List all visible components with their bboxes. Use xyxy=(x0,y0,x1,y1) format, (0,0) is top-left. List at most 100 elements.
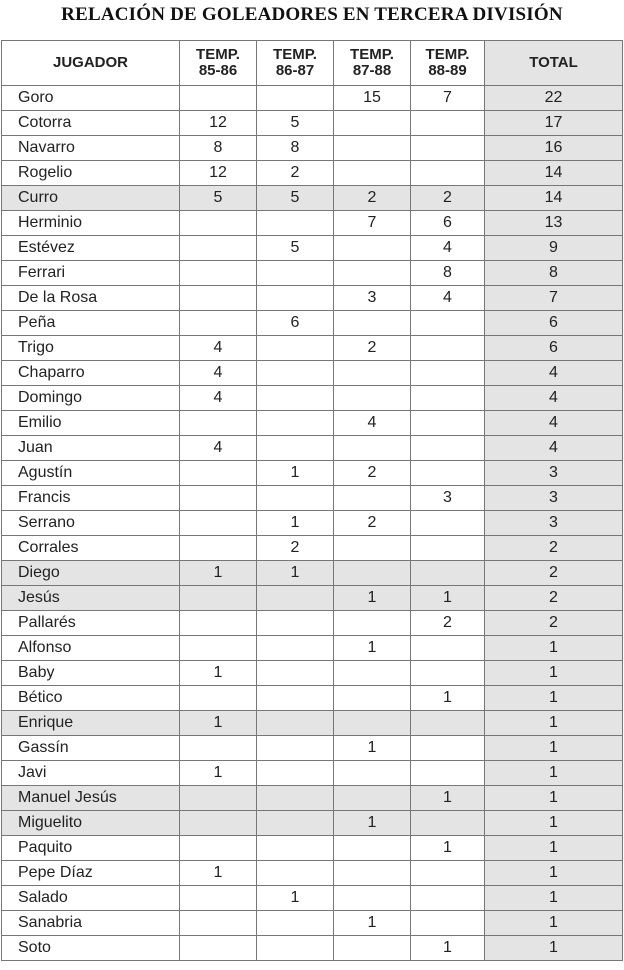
player-name: Bético xyxy=(1,685,180,711)
season-87-88-goals: 2 xyxy=(333,335,411,361)
player-name: Trigo xyxy=(1,335,180,361)
season-88-89-goals xyxy=(410,110,485,136)
total-goals: 1 xyxy=(484,710,623,736)
season-88-89-goals: 1 xyxy=(410,785,485,811)
season-86-87-goals xyxy=(256,910,334,936)
total-goals: 1 xyxy=(484,885,623,911)
season-87-88-goals xyxy=(333,135,411,161)
season-85-86-goals xyxy=(179,485,257,511)
season-88-89-goals xyxy=(410,335,485,361)
season-88-89-goals xyxy=(410,910,485,936)
season-86-87-goals: 6 xyxy=(256,310,334,336)
table-row: Bético 1 1 xyxy=(1,685,623,711)
season-86-87-goals xyxy=(256,810,334,836)
season-88-89-goals: 2 xyxy=(410,185,485,211)
season-87-88-goals xyxy=(333,685,411,711)
total-goals: 4 xyxy=(484,435,623,461)
season-85-86-goals: 1 xyxy=(179,710,257,736)
season-86-87-goals xyxy=(256,335,334,361)
table-row: Estévez 5 4 9 xyxy=(1,235,623,261)
total-goals: 1 xyxy=(484,835,623,861)
player-name: Rogelio xyxy=(1,160,180,186)
table-row: Agustín 1 2 3 xyxy=(1,460,623,486)
season-86-87-goals xyxy=(256,735,334,761)
season-86-87-goals: 1 xyxy=(256,560,334,586)
season-87-88-goals xyxy=(333,360,411,386)
season-88-89-goals xyxy=(410,860,485,886)
season-85-86-goals: 5 xyxy=(179,185,257,211)
season-86-87-goals xyxy=(256,835,334,861)
season-88-89-goals xyxy=(410,510,485,536)
season-85-86-goals xyxy=(179,210,257,236)
season-87-88-goals xyxy=(333,710,411,736)
season-87-88-goals: 1 xyxy=(333,910,411,936)
player-name: Gassín xyxy=(1,735,180,761)
season-86-87-goals: 1 xyxy=(256,885,334,911)
player-name: Pallarés xyxy=(1,610,180,636)
total-goals: 14 xyxy=(484,185,623,211)
total-goals: 4 xyxy=(484,360,623,386)
season-86-87-goals xyxy=(256,610,334,636)
player-name: Agustín xyxy=(1,460,180,486)
season-88-89-goals xyxy=(410,135,485,161)
season-88-89-goals: 8 xyxy=(410,260,485,286)
season-85-86-goals: 8 xyxy=(179,135,257,161)
season-86-87-goals xyxy=(256,785,334,811)
season-87-88-goals xyxy=(333,835,411,861)
season-85-86-goals xyxy=(179,235,257,261)
season-87-88-goals: 4 xyxy=(333,410,411,436)
season-88-89-goals: 4 xyxy=(410,285,485,311)
player-name: Herminio xyxy=(1,210,180,236)
season-86-87-goals: 5 xyxy=(256,235,334,261)
player-name: Jesús xyxy=(1,585,180,611)
total-goals: 2 xyxy=(484,585,623,611)
table-row: Peña 6 6 xyxy=(1,310,623,336)
season-88-89-goals xyxy=(410,535,485,561)
total-goals: 3 xyxy=(484,485,623,511)
season-86-87-goals xyxy=(256,860,334,886)
player-name: Emilio xyxy=(1,410,180,436)
season-87-88-goals: 1 xyxy=(333,585,411,611)
player-name: Goro xyxy=(1,85,180,111)
table-row: Serrano 1 2 3 xyxy=(1,510,623,536)
season-85-86-goals: 1 xyxy=(179,560,257,586)
season-85-86-goals: 4 xyxy=(179,335,257,361)
season-87-88-goals xyxy=(333,385,411,411)
season-85-86-goals: 12 xyxy=(179,110,257,136)
player-name: Pepe Díaz xyxy=(1,860,180,886)
season-87-88-goals xyxy=(333,610,411,636)
season-85-86-goals: 4 xyxy=(179,385,257,411)
season-87-88-goals xyxy=(333,110,411,136)
season-85-86-goals xyxy=(179,735,257,761)
season-87-88-goals: 2 xyxy=(333,185,411,211)
player-name: Ferrari xyxy=(1,260,180,286)
total-goals: 1 xyxy=(484,660,623,686)
total-goals: 1 xyxy=(484,860,623,886)
season-87-88-goals xyxy=(333,760,411,786)
table-row: Enrique 1 1 xyxy=(1,710,623,736)
season-87-88-goals: 3 xyxy=(333,285,411,311)
player-name: Francis xyxy=(1,485,180,511)
total-goals: 2 xyxy=(484,535,623,561)
season-85-86-goals: 1 xyxy=(179,860,257,886)
season-86-87-goals xyxy=(256,760,334,786)
season-87-88-goals: 2 xyxy=(333,510,411,536)
season-86-87-goals: 5 xyxy=(256,110,334,136)
total-goals: 1 xyxy=(484,810,623,836)
season-87-88-goals xyxy=(333,235,411,261)
player-name: Baby xyxy=(1,660,180,686)
season-86-87-goals xyxy=(256,385,334,411)
total-goals: 1 xyxy=(484,635,623,661)
header-total: TOTAL xyxy=(484,40,623,86)
season-87-88-goals xyxy=(333,860,411,886)
season-85-86-goals xyxy=(179,835,257,861)
table-row: Domingo 4 4 xyxy=(1,385,623,411)
season-87-88-goals xyxy=(333,560,411,586)
total-goals: 1 xyxy=(484,760,623,786)
season-86-87-goals xyxy=(256,285,334,311)
season-87-88-goals xyxy=(333,160,411,186)
season-88-89-goals: 4 xyxy=(410,235,485,261)
season-85-86-goals xyxy=(179,310,257,336)
season-87-88-goals xyxy=(333,310,411,336)
table-row: Goro 15 7 22 xyxy=(1,85,623,111)
